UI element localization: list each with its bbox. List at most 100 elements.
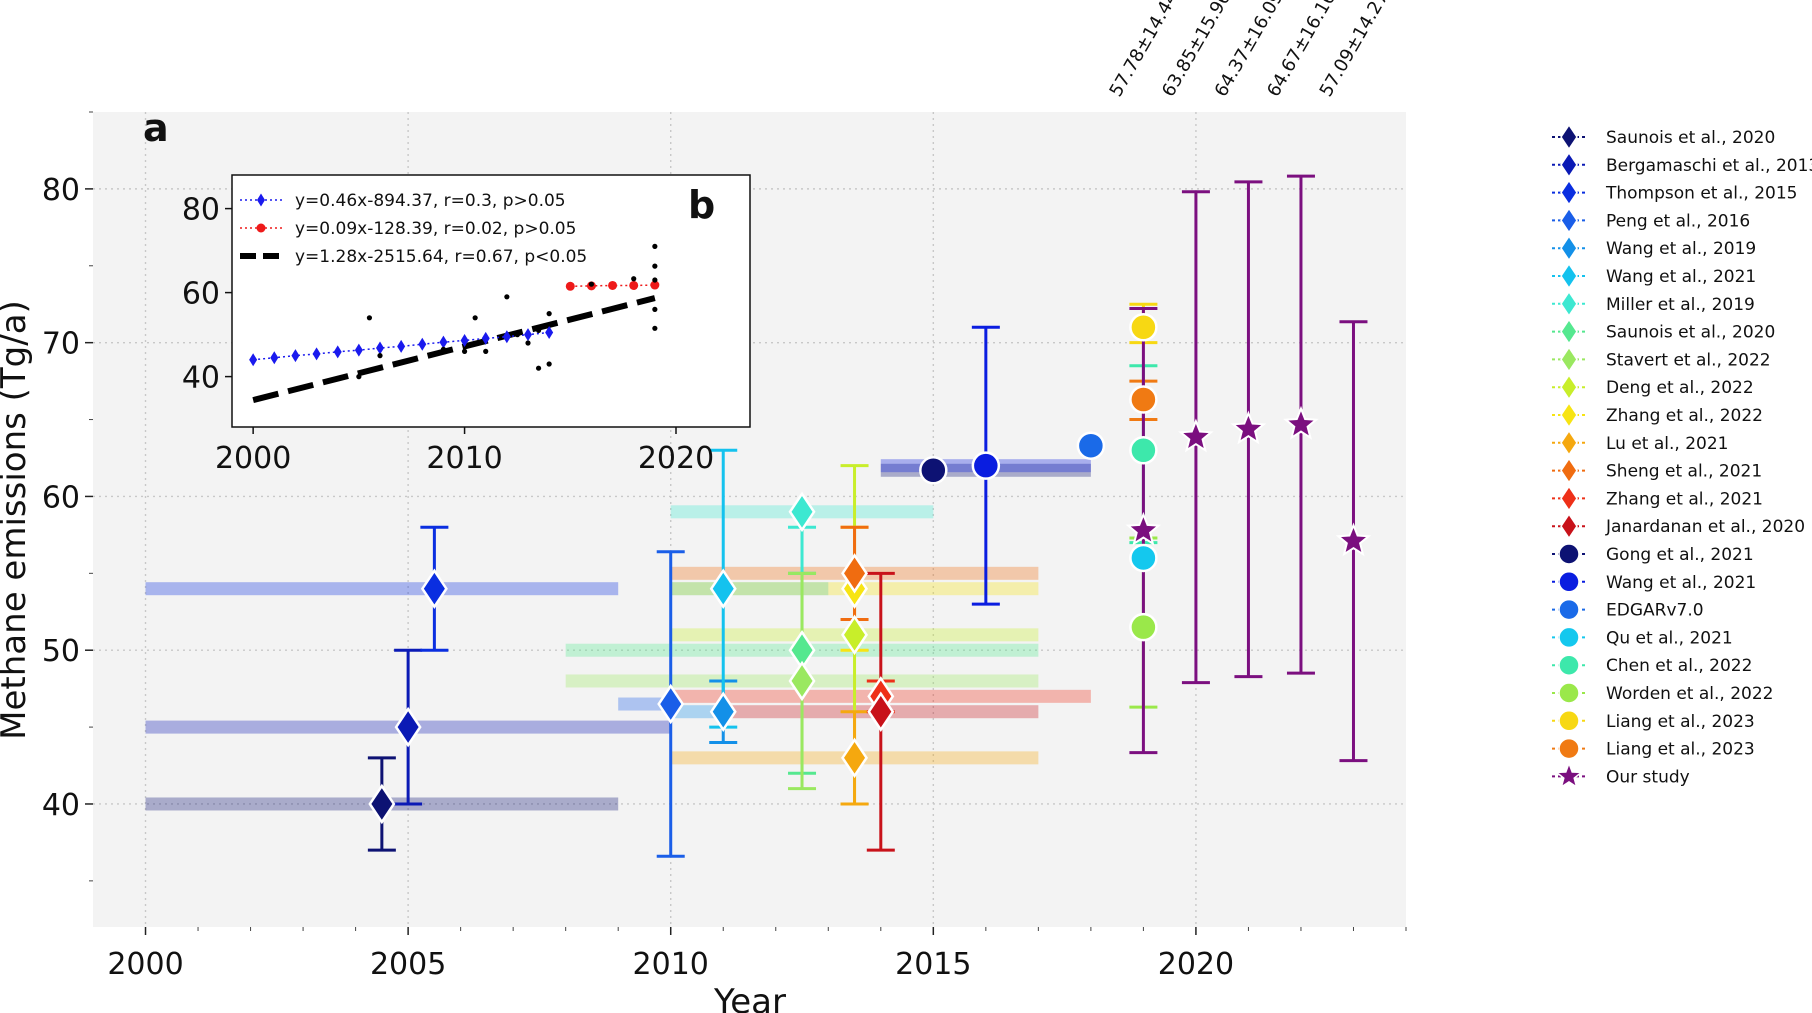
point-peng-et-al-2016	[657, 683, 685, 725]
inset-regression-line-all	[252, 295, 656, 404]
point-our-study-0	[1125, 511, 1162, 546]
legend-marker-thompson-et-al-2015	[1560, 179, 1578, 206]
inset-point-blue	[502, 330, 511, 344]
point-edgarv7-0	[1076, 431, 1106, 460]
legend-label-lu-et-al-2021: Lu et al., 2021	[1606, 434, 1729, 454]
y-axis-label: Methane emissions (Tg/a)	[0, 300, 34, 740]
x-tick-label-2005: 2005	[370, 947, 446, 982]
point-our-study-1	[1178, 418, 1214, 453]
inset-scatter-point	[652, 325, 658, 331]
inset-y-tick-label-60: 60	[182, 277, 220, 312]
legend-label-liang-et-al-2023: Liang et al., 2023	[1606, 712, 1755, 732]
point-wang-et-al-2021	[709, 568, 737, 609]
legend-marker-saunois-et-al-2020	[1560, 123, 1578, 151]
inset-scatter-point	[366, 315, 373, 321]
inset-scatter-point	[652, 277, 658, 283]
x-tick-label-2010: 2010	[633, 947, 709, 982]
legend-marker-our-study	[1554, 761, 1584, 789]
inset-scatter-point	[652, 243, 658, 249]
inset-scatter-point	[546, 311, 552, 317]
point-deng-et-al-2022	[841, 614, 869, 656]
legend-label-janardanan-et-al-2020: Janardanan et al., 2020	[1605, 517, 1805, 537]
inset-scatter-point	[588, 281, 595, 287]
span-wang-et-al-2021	[670, 582, 829, 596]
legend-marker-chen-et-al-2022	[1558, 654, 1580, 676]
x-axis-label: Year	[713, 982, 786, 1013]
inset-y-tick-label-80: 80	[182, 193, 220, 228]
legend-marker-janardanan-et-al-2020	[1560, 512, 1578, 540]
inset-scatter-point	[535, 365, 542, 371]
panel-b-data	[249, 243, 660, 404]
y-tick-label-40: 40	[42, 788, 80, 823]
legend-label-stavert-et-al-2022: Stavert et al., 2022	[1606, 350, 1771, 370]
panel-a-axes: 2000 2005 2010 2015 2020 40 50 60 70 80	[42, 111, 1407, 982]
legend-label-qu-et-al-2021: Qu et al., 2021	[1606, 628, 1733, 648]
point-gong-et-al-2021	[919, 456, 948, 485]
y-tick-label-70: 70	[42, 327, 80, 362]
panel-a: 2000 2005 2010 2015 2020 40 50 60 70 80 57.78±14.…	[0, 0, 1407, 1013]
legend-label-liang-et-al-2023: Liang et al., 2023	[1606, 740, 1755, 760]
inset-point-red	[565, 281, 575, 291]
inset-scatter-point	[440, 346, 447, 352]
inset-scatter-point	[377, 353, 383, 359]
span-wang-et-al-2019	[670, 705, 724, 719]
legend-marker-stavert-et-al-2022	[1560, 346, 1578, 373]
panel-b-inset: 2000 2010 2020 40 60 80 y=0.46x-894.37, r=0.3…	[182, 174, 751, 476]
span-peng-et-al-2016	[618, 697, 671, 711]
legend-label-wang-et-al-2021: Wang et al., 2021	[1606, 267, 1756, 287]
x-tick-label-2000: 2000	[107, 947, 183, 982]
legend-marker-wang-et-al-2021	[1558, 571, 1580, 593]
x-tick-label-2015: 2015	[895, 947, 971, 982]
inset-point-blue	[418, 337, 427, 351]
panel-b-legend: y=0.46x-894.37, r=0.3, p>0.05 y=0.09x-128…	[240, 191, 587, 267]
legend-marker-miller-et-al-2019	[1560, 290, 1578, 318]
inset-legend-label-1: y=0.09x-128.39, r=0.02, p>0.05	[295, 219, 576, 239]
inset-scatter-point	[652, 306, 658, 312]
inset-scatter-point	[504, 294, 510, 300]
inset-trend-line-red	[570, 284, 655, 288]
inset-scatter-point	[546, 361, 552, 367]
inset-point-blue	[524, 328, 532, 342]
inset-point-blue	[376, 341, 384, 355]
inset-point-blue	[270, 351, 279, 365]
legend-label-sheng-et-al-2021: Sheng et al., 2021	[1606, 462, 1762, 482]
main-legend: Saunois et al., 2020 Bergamaschi et al., …	[1552, 123, 1812, 789]
inset-scatter-point	[483, 348, 489, 354]
inset-legend-marker-blue	[257, 193, 265, 207]
y-tick-label-60: 60	[42, 480, 80, 515]
inset-x-tick-label-2010: 2010	[426, 441, 502, 476]
legend-label-zhang-et-al-2021: Zhang et al., 2021	[1606, 489, 1763, 509]
legend-marker-edgarv7-0	[1558, 598, 1580, 621]
legend-label-worden-et-al-2022: Worden et al., 2022	[1606, 684, 1773, 704]
legend-label-bergamaschi-et-al-2013: Bergamaschi et al., 2013	[1606, 156, 1812, 176]
point-chen-et-al-2022	[1129, 436, 1158, 465]
y-tick-label-50: 50	[42, 634, 80, 669]
point-thompson-et-al-2015	[420, 568, 448, 609]
panel-b-letter: b	[688, 183, 715, 227]
inset-point-red	[629, 280, 639, 290]
inset-scatter-point	[514, 332, 521, 338]
panel-b-plot-area	[231, 174, 751, 428]
point-liang-et-al-2023	[1129, 313, 1158, 342]
inset-legend-marker-red	[256, 223, 266, 233]
point-liang-et-al-2023	[1129, 385, 1158, 414]
panel-a-data	[145, 174, 1372, 858]
legend-label-chen-et-al-2022: Chen et al., 2022	[1606, 656, 1752, 676]
inset-x-tick-label-2000: 2000	[215, 441, 291, 476]
legend-label-peng-et-al-2016: Peng et al., 2016	[1606, 211, 1750, 231]
panel-a-value-labels: 57.78±14.4463.85±15.9664.37±16.0964.67±1…	[1106, 0, 1393, 101]
point-lu-et-al-2021	[841, 737, 869, 779]
legend-label-wang-et-al-2019: Wang et al., 2019	[1606, 239, 1756, 259]
inset-scatter-point	[472, 315, 478, 321]
inset-scatter-point	[631, 276, 637, 282]
x-tick-label-2020: 2020	[1158, 947, 1234, 982]
legend-marker-gong-et-al-2021	[1558, 543, 1580, 565]
legend-label-saunois-et-al-2020: Saunois et al., 2020	[1606, 128, 1775, 148]
inset-point-blue	[545, 326, 554, 339]
legend-marker-zhang-et-al-2021	[1560, 485, 1578, 512]
inset-point-blue	[333, 345, 342, 359]
point-worden-et-al-2022	[1129, 612, 1158, 642]
point-saunois-et-al-2020	[368, 783, 396, 825]
inset-point-blue	[312, 347, 321, 361]
point-our-study-4	[1335, 522, 1372, 557]
